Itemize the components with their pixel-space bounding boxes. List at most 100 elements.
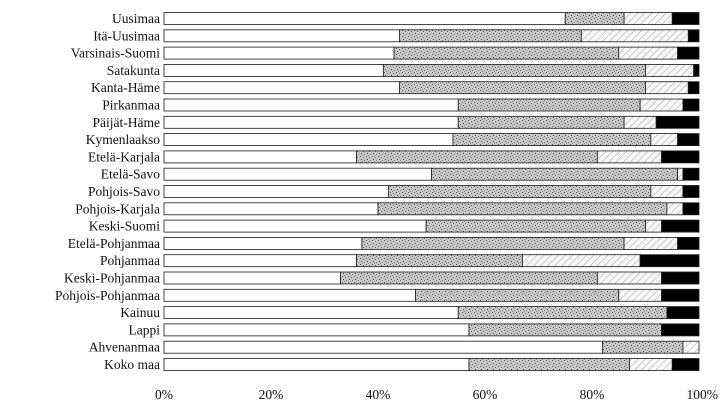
bar-segment-series-3: [677, 167, 684, 181]
category-label: Etelä-Pohjanmaa: [68, 236, 160, 251]
bar-segment-series-2: [431, 167, 679, 181]
bar-segment-series-4: [661, 288, 700, 302]
bar-segment-series-4: [661, 219, 700, 233]
bar-segment-series-3: [580, 29, 689, 43]
bar-segment-series-1: [163, 12, 566, 25]
category-label: Etelä-Karjala: [88, 149, 160, 164]
bar-segment-series-1: [163, 271, 341, 285]
bar-segment-series-2: [388, 185, 652, 198]
bar-segment-series-1: [163, 236, 363, 250]
bar-segment-series-2: [425, 219, 646, 233]
bar-segment-series-2: [457, 306, 668, 320]
bar-segment-series-2: [457, 115, 625, 129]
category-label: Pohjois-Savo: [88, 184, 160, 199]
category-label: Keski-Pohjanmaa: [64, 271, 160, 286]
bar-segment-series-1: [163, 185, 390, 198]
bar-segment-series-4: [682, 202, 700, 216]
bar-segment-series-3: [666, 202, 684, 216]
bar-segment-series-2: [564, 12, 625, 25]
bar-segment-series-1: [163, 29, 400, 43]
bar-segment-series-4: [682, 167, 700, 181]
bar-segment-series-2: [468, 358, 630, 371]
bar-segment-series-3: [623, 12, 673, 25]
bar-segment-series-1: [163, 306, 459, 320]
bar-segment-series-1: [163, 98, 459, 112]
category-label: Pohjanmaa: [100, 253, 160, 268]
bar-segment-series-3: [650, 185, 684, 198]
bar-segment-series-2: [356, 254, 523, 268]
bar-segment-series-1: [163, 288, 416, 302]
bar-segment-series-1: [163, 340, 604, 354]
bar-segment-series-3: [623, 115, 657, 129]
bar-segment-series-1: [163, 115, 459, 129]
bar-segment-series-3: [645, 81, 689, 95]
x-axis-ticks: 0% 20% 40% 60% 80% 100%: [155, 387, 718, 402]
bars-layer: [163, 12, 700, 371]
bar-segment-series-3: [596, 271, 662, 285]
category-label: Keski-Suomi: [89, 219, 161, 234]
category-label: Ahvenanmaa: [89, 340, 160, 355]
bar-segment-series-4: [661, 150, 700, 164]
bar-segment-series-2: [457, 98, 641, 112]
x-tick-label: 40%: [366, 387, 391, 402]
bar-segment-series-2: [398, 29, 582, 43]
category-label: Kanta-Häme: [91, 80, 160, 95]
bar-segment-series-4: [682, 185, 700, 198]
bar-segment-series-2: [468, 323, 662, 337]
bar-segment-series-4: [677, 46, 700, 60]
category-labels: Uusimaa Itä-Uusimaa Varsinais-Suomi Satakun…: [55, 11, 160, 372]
bar-segment-series-2: [340, 271, 598, 285]
bar-segment-series-3: [682, 340, 700, 354]
category-label: Itä-Uusimaa: [93, 28, 160, 43]
x-tick-label: 20%: [259, 387, 284, 402]
x-tick-label: 0%: [155, 387, 173, 402]
bar-segment-series-2: [393, 46, 620, 60]
bar-segment-series-3: [645, 219, 662, 233]
bar-segment-series-2: [361, 236, 625, 250]
category-label: Kymenlaakso: [86, 132, 160, 147]
category-label: Kainuu: [120, 305, 160, 320]
bar-segment-series-4: [677, 236, 700, 250]
bar-segment-series-4: [671, 12, 700, 25]
bar-segment-series-1: [163, 150, 358, 164]
x-tick-label: 60%: [473, 387, 498, 402]
bar-segment-series-1: [163, 133, 454, 147]
bar-segment-series-1: [163, 254, 358, 268]
x-tick-label: 80%: [580, 387, 605, 402]
bar-segment-series-3: [645, 64, 695, 77]
bar-segment-series-2: [398, 81, 646, 95]
bar-segment-series-1: [163, 219, 427, 233]
bar-segment-series-3: [596, 150, 662, 164]
bar-segment-series-2: [452, 133, 652, 147]
category-label: Pohjois-Karjala: [75, 201, 160, 216]
category-label: Varsinais-Suomi: [71, 46, 160, 61]
category-label: Pohjois-Pohjanmaa: [55, 288, 160, 303]
bar-segment-series-4: [671, 358, 700, 371]
bar-segment-series-3: [629, 358, 673, 371]
bar-segment-series-3: [618, 46, 678, 60]
bar-segment-series-4: [639, 254, 700, 268]
bar-segment-series-4: [687, 81, 700, 95]
bar-segment-series-2: [382, 64, 646, 77]
bar-segment-series-3: [650, 133, 678, 147]
bar-segment-series-1: [163, 202, 379, 216]
bar-segment-series-4: [682, 98, 700, 112]
bar-segment-series-1: [163, 167, 432, 181]
bar-segment-series-1: [163, 81, 400, 95]
bar-segment-series-1: [163, 64, 384, 77]
bar-segment-series-3: [623, 236, 678, 250]
bar-segment-series-3: [639, 98, 684, 112]
bar-segment-series-3: [522, 254, 641, 268]
category-label: Satakunta: [107, 63, 160, 78]
category-label: Uusimaa: [112, 11, 160, 26]
category-label: Etelä-Savo: [101, 167, 160, 182]
category-label: Koko maa: [104, 357, 160, 372]
x-tick-label: 100%: [687, 387, 719, 402]
bar-segment-series-4: [693, 64, 700, 77]
bar-segment-series-4: [687, 29, 700, 43]
bar-segment-series-2: [602, 340, 684, 354]
category-label: Pirkanmaa: [102, 98, 160, 113]
bar-segment-series-1: [163, 358, 470, 371]
bar-segment-series-3: [618, 288, 662, 302]
